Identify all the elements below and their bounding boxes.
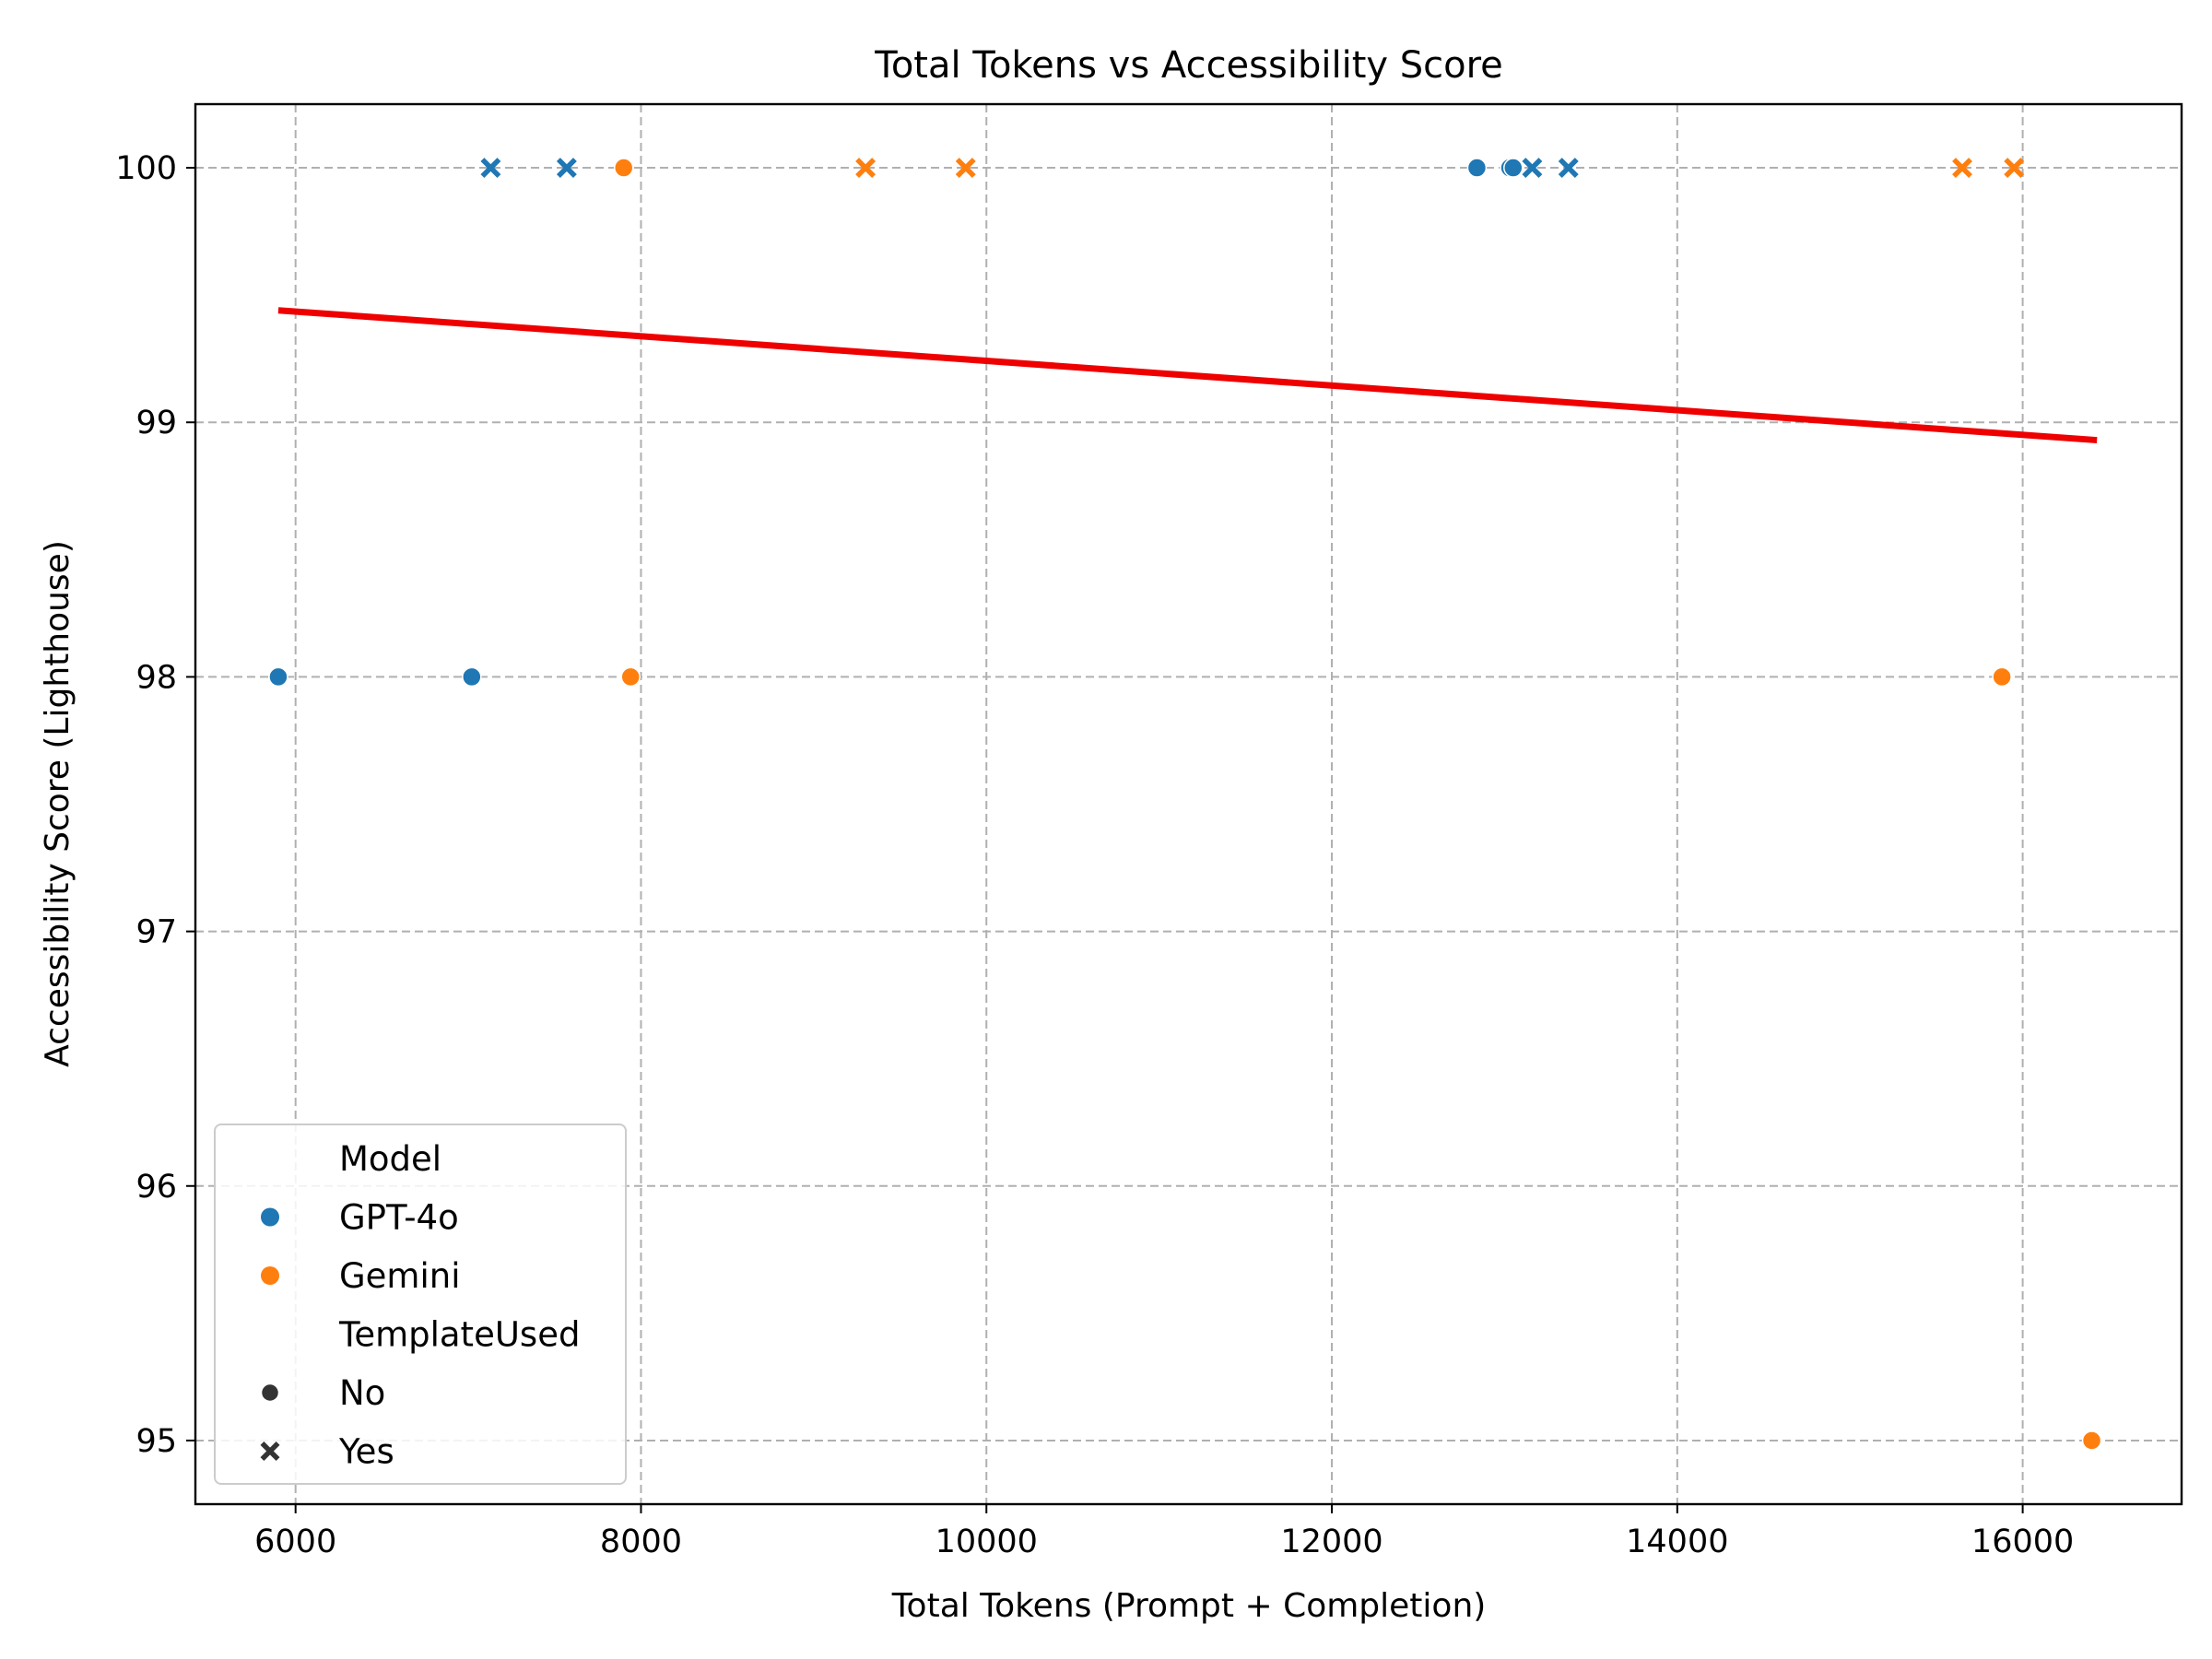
legend-swatch — [261, 1207, 279, 1227]
legend-label: GPT-4o — [339, 1198, 459, 1238]
legend-marker — [260, 1441, 280, 1461]
data-point — [480, 158, 501, 178]
y-tick-label: 98 — [135, 659, 177, 696]
legend-marker — [260, 1382, 280, 1403]
data-point — [1503, 158, 1524, 178]
data-points — [268, 158, 2102, 1451]
x-tick-label: 12000 — [1280, 1524, 1382, 1560]
x-axis-ticks: 6000 8000 10000 12000 14000 16000 — [254, 1504, 2074, 1560]
legend-label: Gemini — [339, 1256, 461, 1296]
data-point — [955, 158, 976, 178]
y-tick-label: 95 — [135, 1423, 177, 1460]
y-tick-label: 97 — [135, 914, 177, 951]
data-point — [613, 158, 634, 178]
chart-title: Total Tokens vs Accessibility Score — [874, 44, 1503, 87]
legend-label: TemplateUsed — [338, 1315, 580, 1355]
legend-label: Yes — [338, 1432, 394, 1472]
data-point — [1466, 158, 1488, 178]
data-point — [1992, 666, 2012, 688]
legend-swatch — [261, 1266, 279, 1285]
legend-entries: Model GPT-4o Gemini TemplateUsed No Yes — [260, 1139, 580, 1472]
trendline — [277, 307, 2098, 444]
legend: Model GPT-4o Gemini TemplateUsed No Yes — [214, 1124, 627, 1485]
data-point — [556, 158, 577, 178]
data-point — [268, 666, 288, 688]
x-tick-label: 8000 — [600, 1524, 682, 1560]
y-axis-ticks: 95 96 97 98 99 100 — [115, 150, 195, 1460]
data-point — [1952, 158, 1972, 178]
trendline-layer — [277, 307, 2098, 444]
x-tick-label: 14000 — [1626, 1524, 1728, 1560]
x-tick-label: 10000 — [935, 1524, 1038, 1560]
x-tick-label: 6000 — [254, 1524, 336, 1560]
legend-box — [214, 1124, 627, 1485]
y-tick-label: 96 — [135, 1169, 177, 1206]
data-point — [1558, 158, 1579, 178]
y-tick-label: 99 — [135, 405, 177, 441]
data-point — [462, 666, 482, 688]
data-point — [2081, 1430, 2102, 1451]
legend-label: Model — [339, 1139, 441, 1179]
data-point — [620, 666, 641, 688]
y-tick-label: 100 — [115, 150, 177, 187]
plot-frame — [194, 102, 2183, 1506]
x-tick-label: 16000 — [1971, 1524, 2074, 1560]
data-point — [855, 158, 877, 178]
x-axis-label: Total Tokens (Prompt + Completion) — [891, 1587, 1487, 1625]
data-point — [2004, 158, 2025, 178]
y-axis-label: Accessibility Score (Lighthouse) — [39, 540, 76, 1067]
data-point — [1522, 158, 1543, 178]
legend-label: No — [339, 1373, 385, 1413]
